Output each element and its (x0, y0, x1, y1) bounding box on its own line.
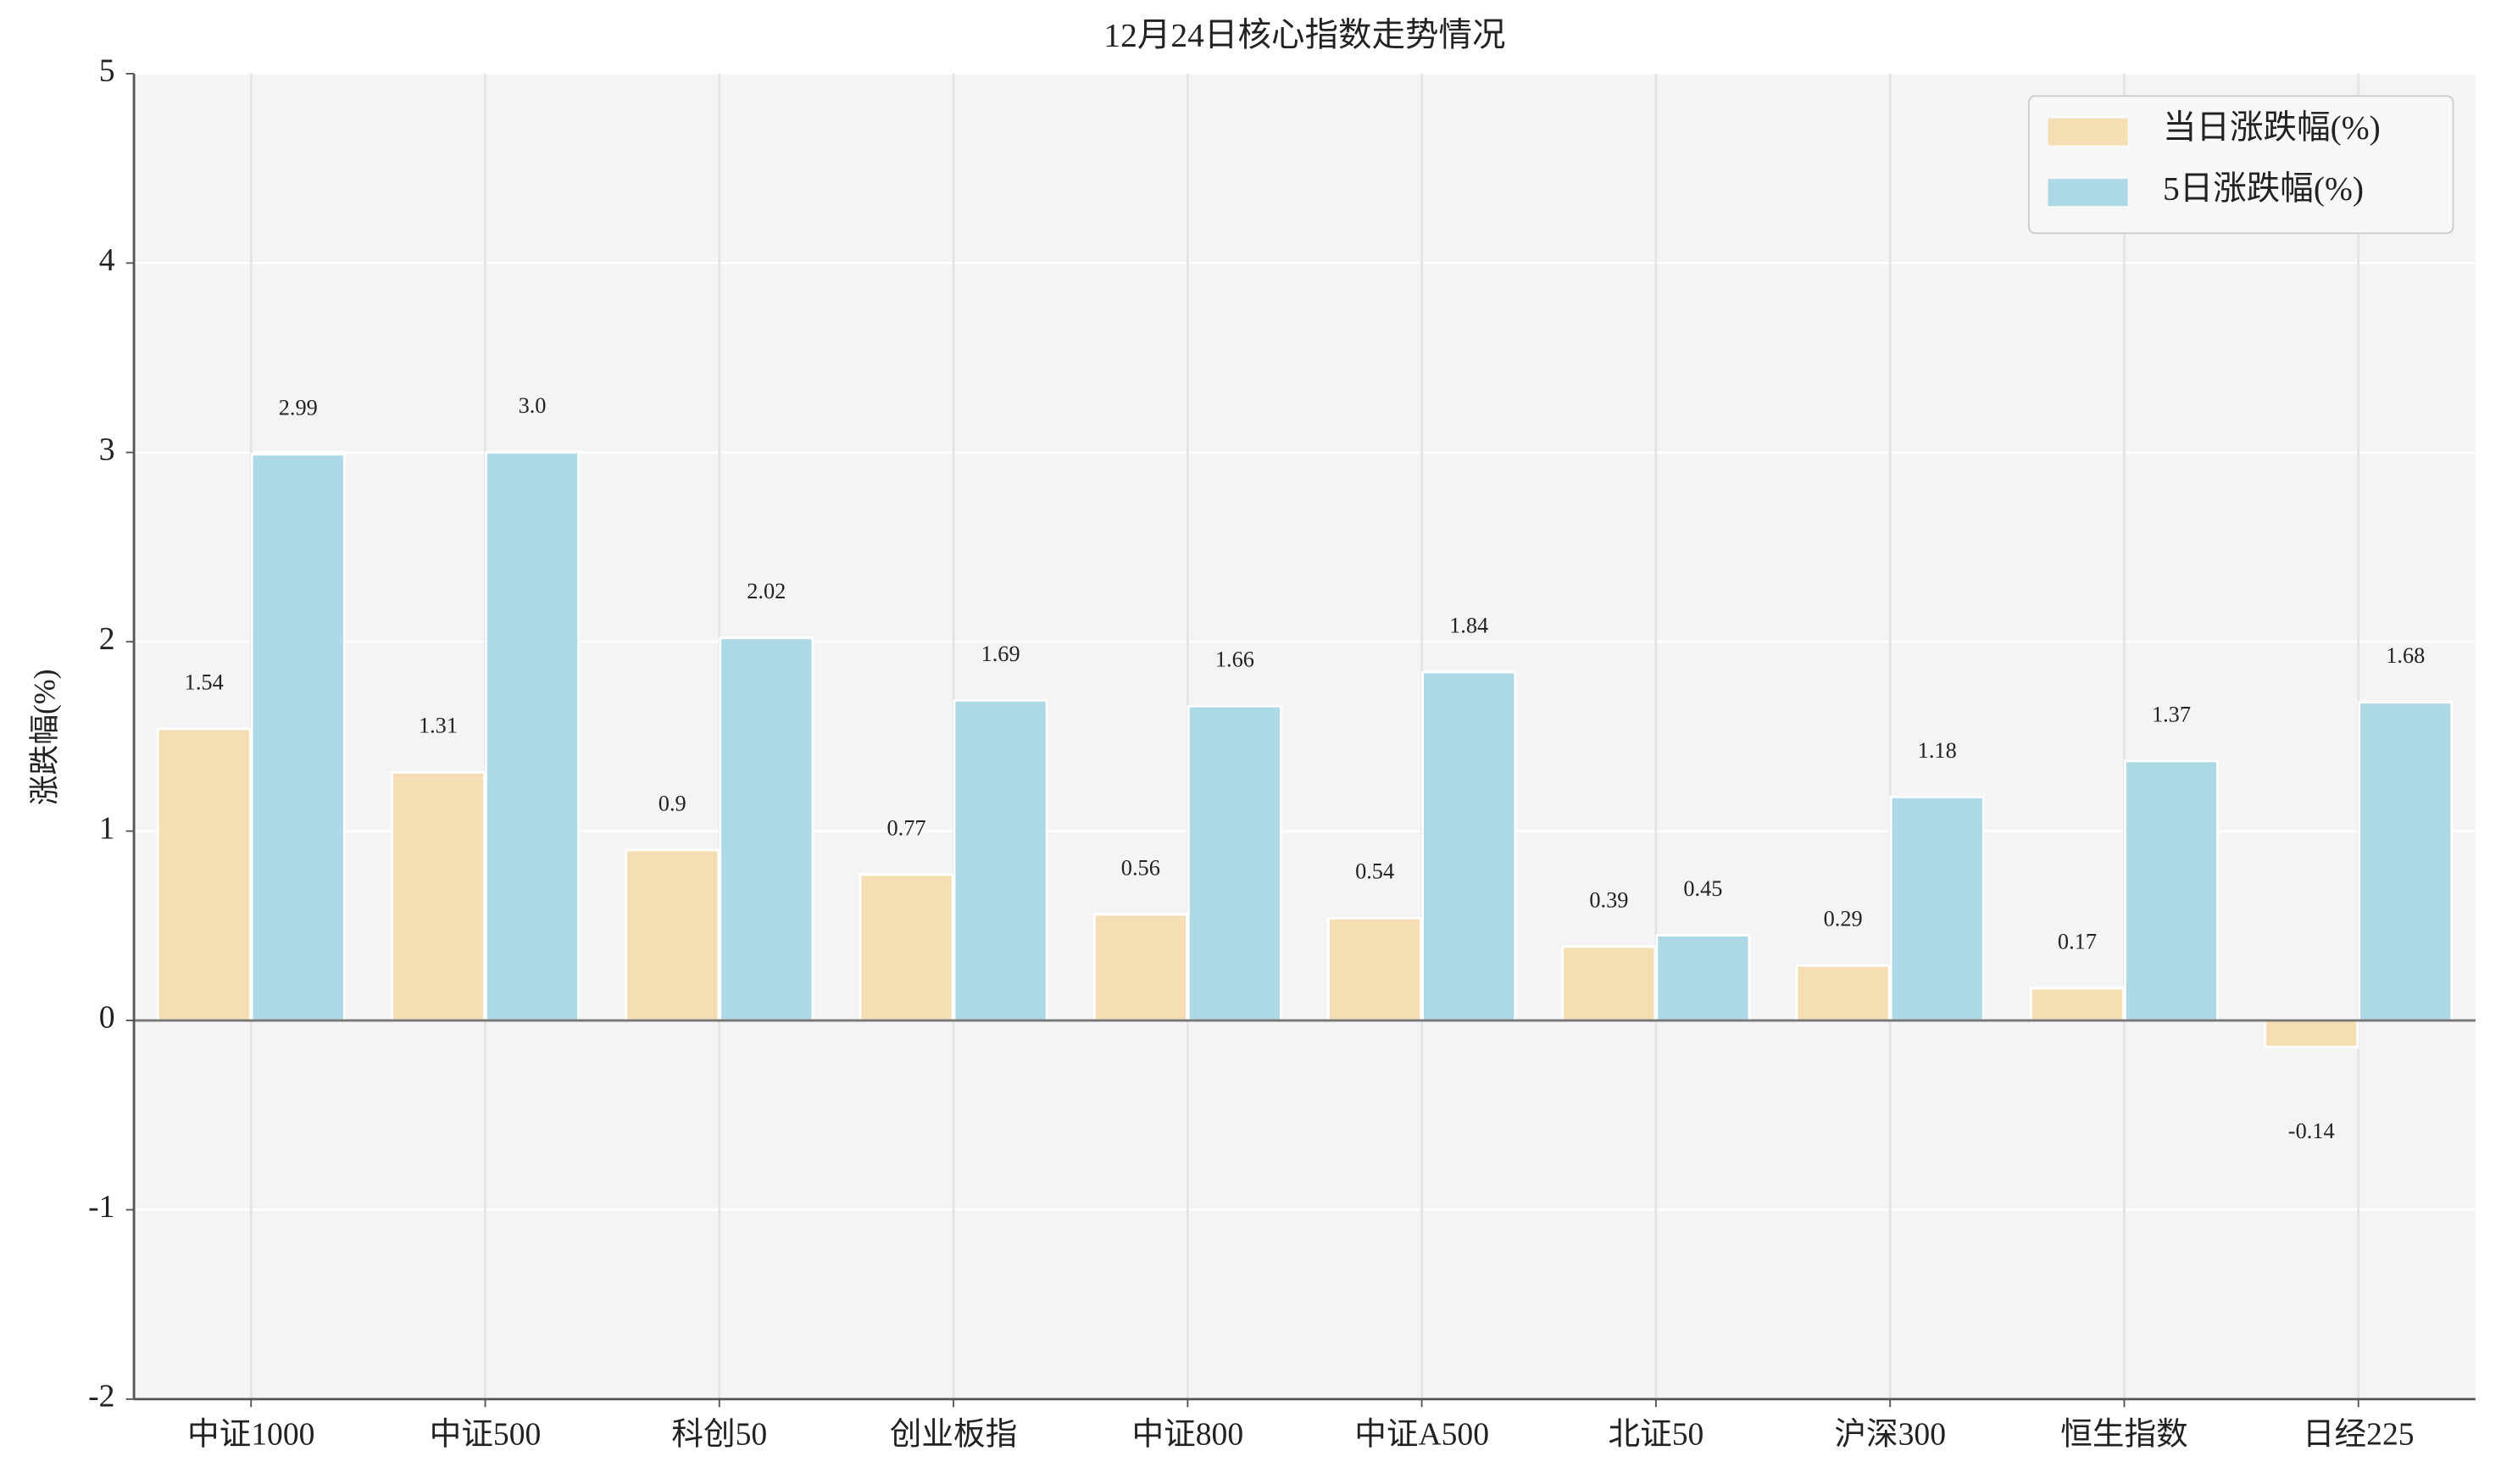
value-label: 1.18 (1918, 738, 1957, 763)
bar (953, 699, 1048, 1022)
bar (2029, 987, 2125, 1022)
value-label: 0.54 (1355, 859, 1394, 884)
legend-label: 当日涨跌幅(%) (2163, 109, 2381, 147)
bar (485, 451, 581, 1022)
value-label: 0.17 (2058, 929, 2097, 953)
y-tick-label: 4 (99, 242, 115, 278)
value-label: 3.0 (519, 393, 547, 418)
bar (625, 848, 720, 1022)
y-tick-label: -2 (88, 1379, 114, 1415)
value-label: 0.39 (1589, 887, 1628, 912)
x-tick-label: 创业板指 (890, 1417, 1018, 1453)
legend-swatch (2048, 118, 2128, 146)
value-label: -0.14 (2288, 1119, 2335, 1143)
value-label: 1.68 (2386, 643, 2425, 668)
bar (719, 636, 814, 1022)
value-label: 1.66 (1215, 648, 1254, 672)
x-tick-label: 日经225 (2303, 1417, 2415, 1453)
x-tick-label: 沪深300 (1834, 1417, 1946, 1453)
bar (1889, 795, 1985, 1022)
value-label: 1.69 (981, 642, 1020, 666)
value-label: 1.84 (1449, 613, 1488, 637)
bar (1795, 964, 1891, 1022)
legend-label: 5日涨跌幅(%) (2163, 170, 2364, 207)
bar (2358, 701, 2454, 1022)
y-tick-label: 5 (99, 53, 115, 89)
x-tick-label: 中证1000 (187, 1417, 315, 1453)
chart-title: 12月24日核心指数走势情况 (1103, 17, 1505, 54)
x-tick-label: 恒生指数 (2060, 1417, 2188, 1453)
y-tick-label: 0 (99, 1000, 115, 1036)
bar (390, 770, 486, 1022)
value-label: 2.02 (747, 579, 786, 603)
x-tick-label: 中证A500 (1354, 1417, 1489, 1453)
bar (2264, 1019, 2359, 1048)
x-tick-label: 北证50 (1608, 1417, 1703, 1453)
y-tick-label: 1 (99, 810, 115, 846)
y-tick-label: 2 (99, 621, 115, 657)
bar (250, 453, 346, 1022)
bar (1655, 934, 1751, 1022)
bar (859, 873, 954, 1022)
value-label: 1.37 (2152, 702, 2191, 726)
y-axis-label: 涨跌幅(%) (28, 669, 62, 805)
value-label: 1.54 (185, 670, 224, 694)
value-label: 0.45 (1683, 876, 1722, 901)
bar (1327, 916, 1423, 1022)
bar (1561, 945, 1657, 1022)
value-label: 0.56 (1121, 855, 1160, 880)
legend-box (2027, 95, 2454, 235)
bar (2123, 759, 2219, 1022)
value-label: 1.31 (419, 714, 458, 738)
value-label: 0.9 (659, 791, 686, 815)
value-label: 0.29 (1824, 907, 1863, 931)
value-label: 0.77 (887, 815, 926, 840)
x-tick-label: 科创50 (671, 1417, 767, 1453)
value-label: 2.99 (279, 395, 318, 420)
bar (1092, 913, 1188, 1022)
x-tick-label: 中证800 (1131, 1417, 1243, 1453)
bar (156, 727, 252, 1022)
legend-swatch (2048, 179, 2128, 207)
x-tick-label: 中证500 (430, 1417, 542, 1453)
bar (1421, 670, 1517, 1022)
bar (1187, 704, 1282, 1022)
y-tick-label: -1 (88, 1189, 114, 1225)
y-tick-label: 3 (99, 431, 115, 467)
